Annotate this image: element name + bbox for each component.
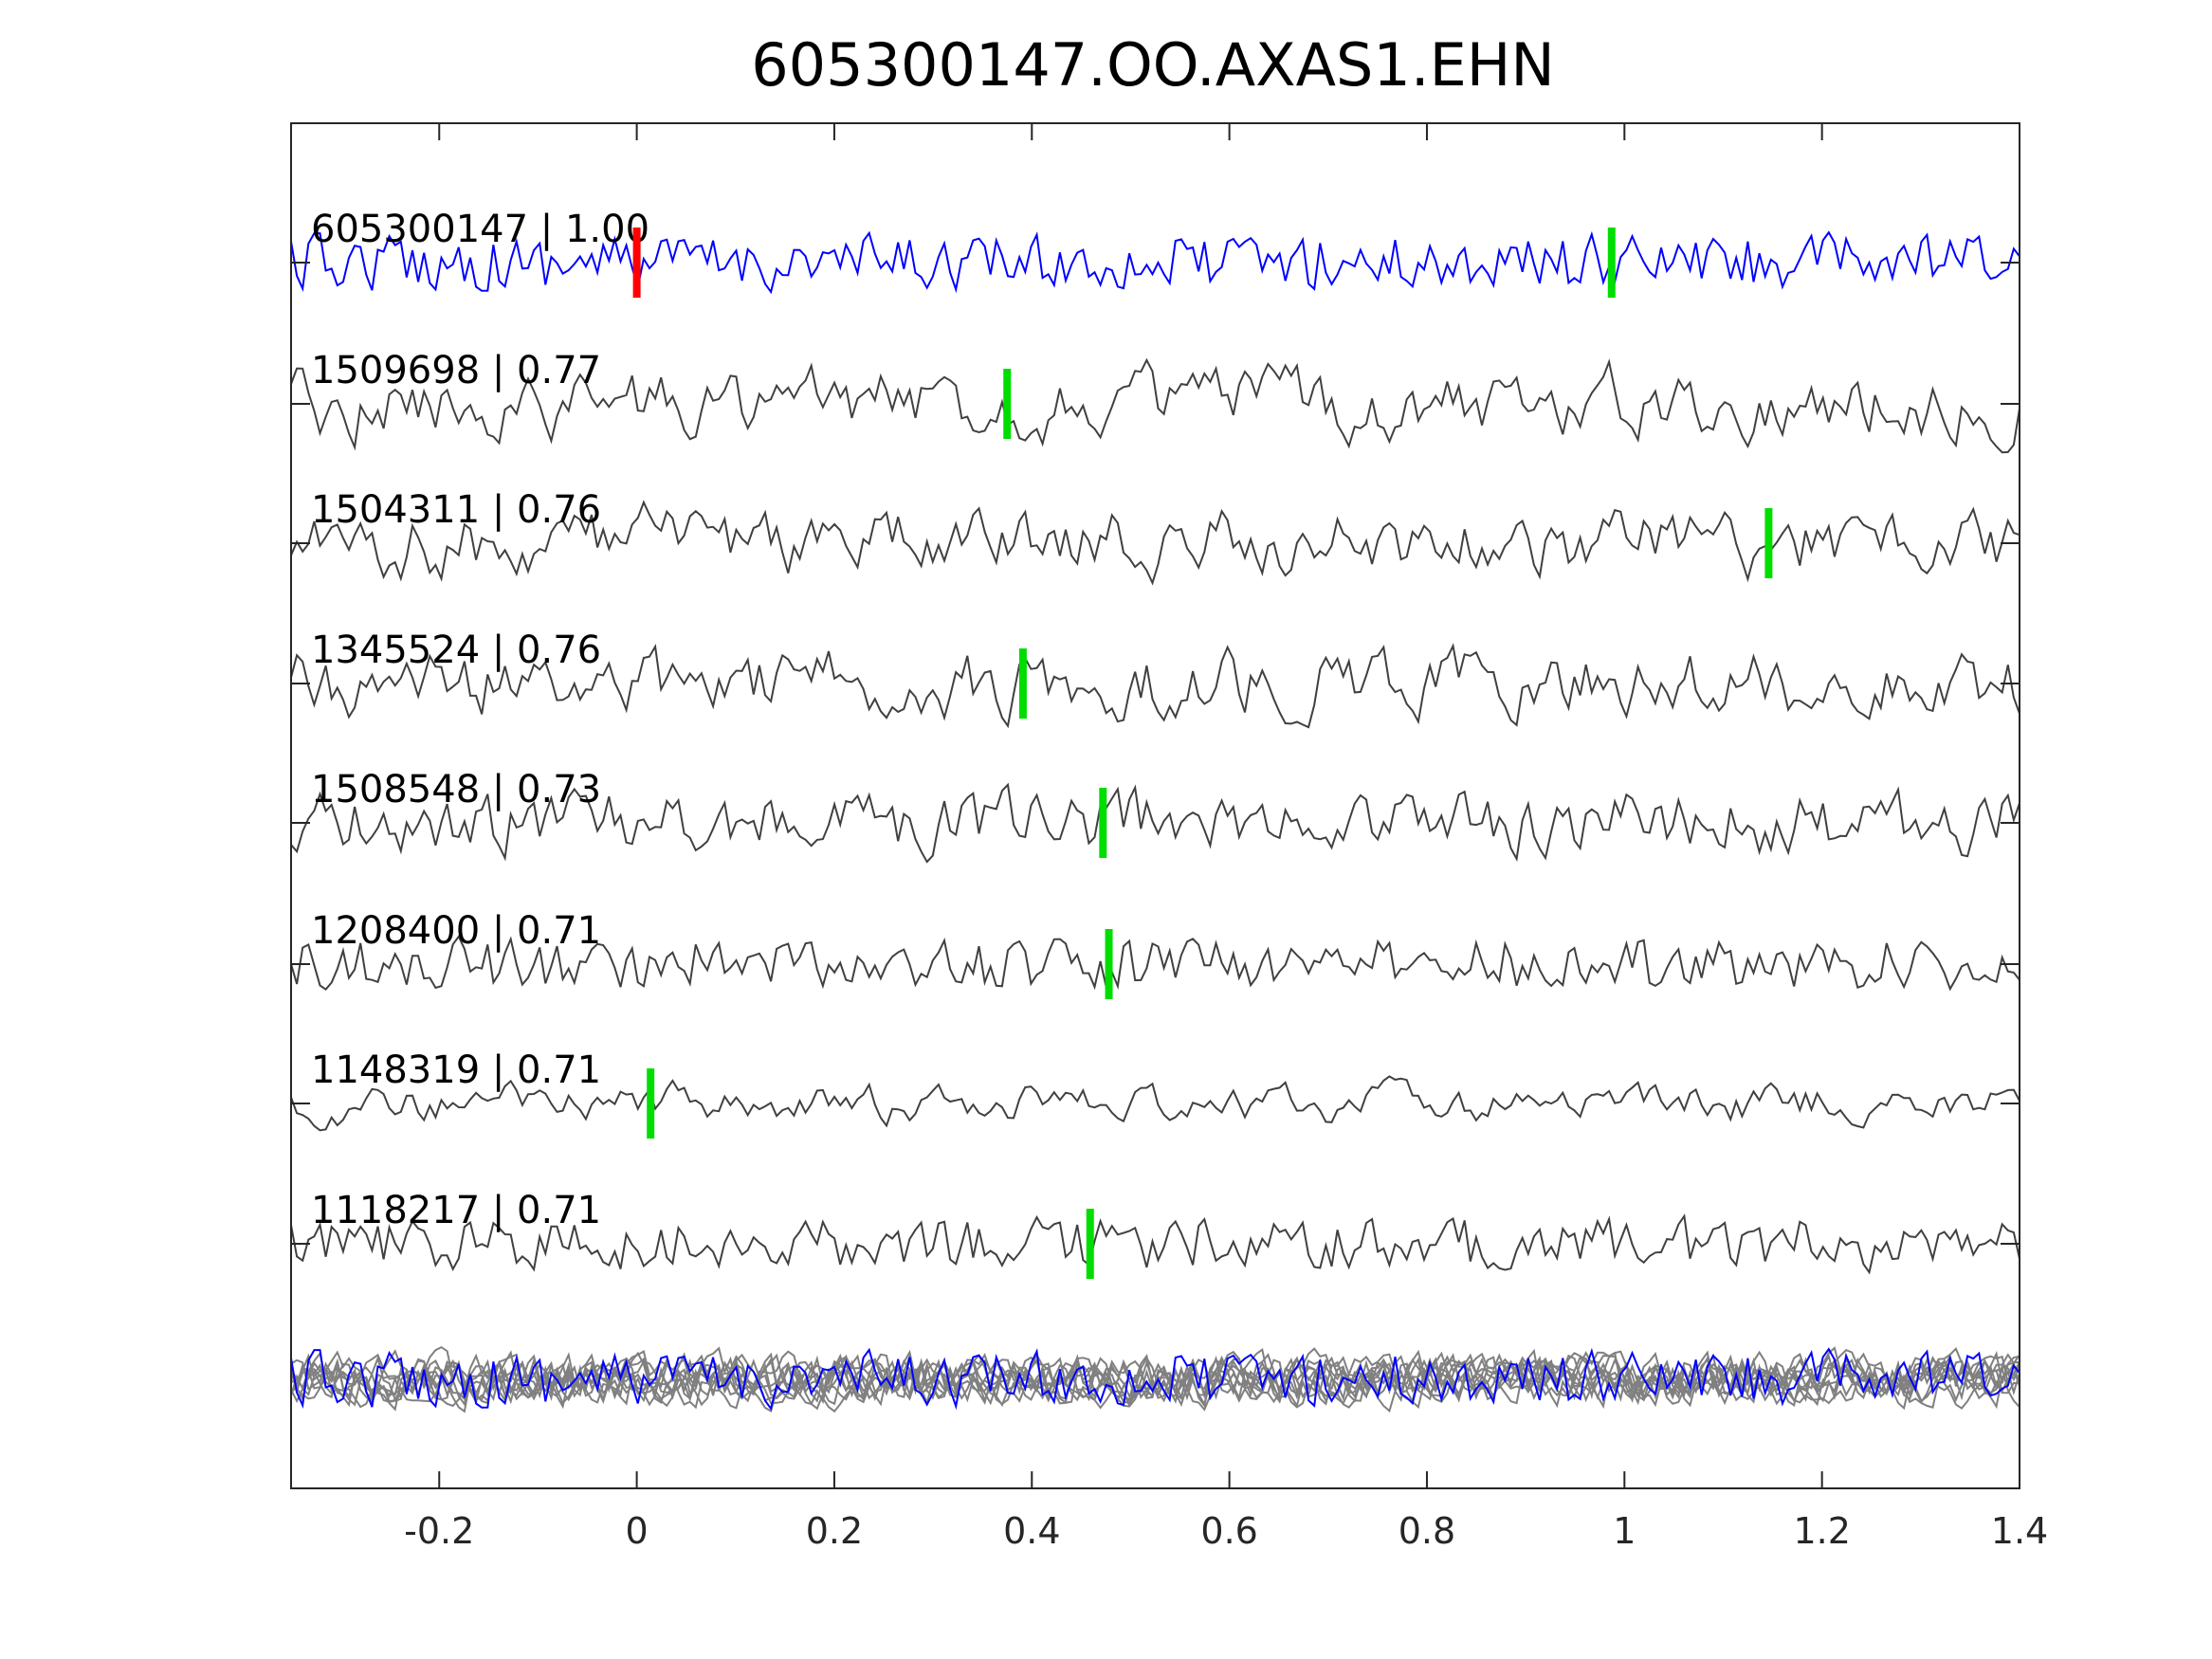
stack-trace-line bbox=[290, 1348, 2020, 1413]
pick-marker-1508548 bbox=[1099, 788, 1107, 858]
trace-label: 605300147 | 1.00 bbox=[311, 208, 649, 251]
trace-label: 1148319 | 0.71 bbox=[311, 1048, 601, 1092]
chart-title: 605300147.OO.AXAS1.EHN bbox=[751, 30, 1555, 100]
axes-group: -0.2 0 0.2 0.4 0.6 0.8 1 1.2 1.4 bbox=[290, 122, 2048, 1552]
pick-marker-1118217 bbox=[1086, 1209, 1094, 1279]
pick-marker-1208400 bbox=[1105, 929, 1113, 999]
trace-line-1504311 bbox=[290, 500, 2020, 586]
trace-line-1508548 bbox=[290, 782, 2020, 864]
trace-label: 1118217 | 0.71 bbox=[311, 1189, 601, 1232]
trace-label: 1509698 | 0.77 bbox=[311, 349, 601, 392]
x-tick-label: 1.2 bbox=[1793, 1510, 1850, 1552]
trace-label: 1345524 | 0.76 bbox=[311, 629, 601, 672]
x-tick-label: 1.4 bbox=[1991, 1510, 2048, 1552]
trace-line-1509698 bbox=[290, 357, 2020, 454]
x-tick-label: 0.8 bbox=[1398, 1510, 1455, 1552]
x-tick-label: 1 bbox=[1613, 1510, 1636, 1552]
pick-marker-1509698 bbox=[1003, 369, 1012, 439]
trace-label: 1208400 | 0.71 bbox=[311, 909, 601, 953]
pick-marker-1345524 bbox=[1018, 648, 1027, 719]
stack-trace-line bbox=[290, 1345, 2020, 1413]
trace-label: 1504311 | 0.76 bbox=[311, 488, 601, 532]
trace-line-1118217 bbox=[290, 1213, 2020, 1275]
x-tick-label: 0.2 bbox=[806, 1510, 863, 1552]
pick-marker-1148319 bbox=[647, 1068, 655, 1139]
trace-line-605300147 bbox=[290, 230, 2020, 295]
pick-marker-1504311 bbox=[1764, 508, 1773, 578]
x-tick-label: -0.2 bbox=[404, 1510, 474, 1552]
stack-template-line bbox=[290, 1347, 2020, 1412]
trace-line-1208400 bbox=[290, 934, 2020, 992]
pick-marker-605300147 bbox=[1607, 228, 1616, 298]
trace-line-1148319 bbox=[290, 1075, 2020, 1132]
trace-line-1345524 bbox=[290, 643, 2020, 729]
axes-frame bbox=[290, 122, 2020, 1489]
x-tick-label: 0.6 bbox=[1200, 1510, 1257, 1552]
x-tick-label: 0.4 bbox=[1003, 1510, 1060, 1552]
origin-pick-marker bbox=[632, 228, 641, 298]
trace-label: 1508548 | 0.73 bbox=[311, 768, 601, 811]
x-tick-label: 0 bbox=[626, 1510, 649, 1552]
traces-group: 605300147 | 1.00 1509698 | 0.77 1504311 | … bbox=[290, 208, 2020, 1413]
